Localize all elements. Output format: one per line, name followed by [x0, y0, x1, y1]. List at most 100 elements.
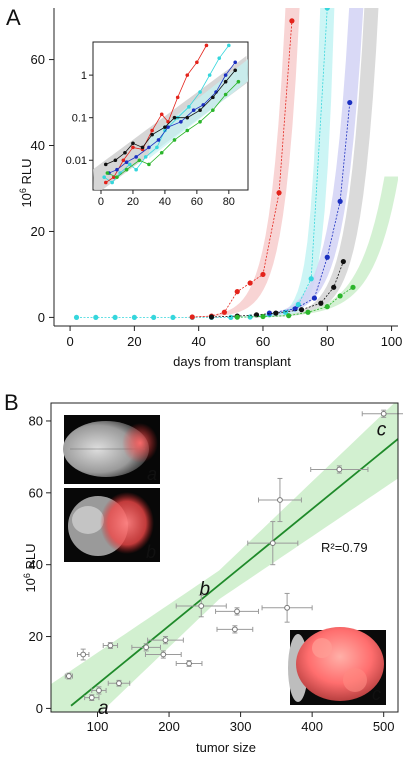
inset-point-1 [110, 180, 114, 185]
b-r2-label: R²=0.79 [321, 540, 368, 555]
panel-a: A 0 20 40 60 80 100 0 20 40 60 days from transpla… [6, 5, 402, 369]
inset-point-5 [223, 92, 228, 97]
inset-point-1 [207, 73, 212, 77]
inset-point-5 [137, 158, 142, 163]
inset-line-2 [105, 45, 207, 183]
a-x-tick-label: 0 [66, 334, 73, 349]
a-confidence-bands [175, 8, 398, 318]
line-series-4 [211, 261, 344, 318]
a-series-lines [73, 8, 356, 321]
point-series-2 [221, 309, 227, 315]
inset-point-1 [143, 155, 148, 159]
inset-plot-area [93, 43, 248, 190]
inset-point-2 [150, 128, 154, 133]
point-series-5 [286, 313, 292, 319]
point-series-1 [112, 314, 118, 321]
fit-confidence-band [51, 403, 398, 712]
inset-point-3 [166, 125, 170, 129]
inset-point-4 [123, 150, 127, 155]
inset-line-5 [107, 81, 239, 178]
b-x-tick-label: 300 [230, 719, 252, 734]
inset-point-2 [204, 43, 209, 48]
band-series-1 [210, 8, 335, 318]
inset-point-5 [115, 175, 119, 179]
inset-point-5 [124, 167, 129, 172]
data-point [80, 651, 87, 658]
inset-point-3 [191, 108, 196, 112]
inset-point-5 [105, 171, 110, 175]
inset-point-4 [233, 68, 238, 73]
annotation-b: b [200, 579, 211, 600]
image-c-label: c [372, 684, 381, 704]
point-series-3 [337, 198, 343, 204]
data-point [284, 604, 291, 611]
fit-line [70, 438, 398, 707]
point-series-5 [324, 304, 330, 310]
data-point [88, 694, 95, 701]
data-point [380, 410, 387, 417]
data-point [96, 687, 102, 694]
point-series-5 [350, 284, 356, 290]
inset-point-5 [211, 108, 215, 112]
point-series-3 [324, 254, 330, 260]
inset-point-4 [185, 115, 190, 120]
point-series-4 [318, 300, 324, 306]
b-x-tick-label: 200 [158, 719, 180, 734]
band-series-3 [239, 8, 364, 317]
b-xlabel: tumor size [196, 740, 256, 755]
inset-point-4 [140, 145, 145, 150]
b-annotations: a b c [98, 419, 387, 718]
point-series-1 [73, 314, 80, 321]
inset-point-3 [134, 155, 138, 159]
point-series-1 [170, 314, 176, 321]
inset-point-1 [227, 43, 231, 48]
data-point [269, 540, 276, 547]
inset-point-4 [172, 115, 177, 120]
a-y-tick-label: 60 [31, 52, 45, 67]
inset-point-3 [147, 145, 151, 150]
b-y-tick-label: 0 [36, 701, 43, 716]
inset-point-5 [185, 128, 190, 133]
inset-point-1 [217, 56, 222, 60]
image-a-label: a [147, 464, 157, 484]
inset-point-4 [163, 125, 167, 129]
point-series-1 [151, 314, 157, 321]
b-y-tick-label: 80 [29, 413, 43, 428]
image-b-label: b [146, 542, 156, 562]
inset-point-3 [233, 60, 238, 65]
b-y-tick-label: 20 [29, 629, 43, 644]
point-series-2 [189, 314, 195, 320]
a-y-tick-label: 0 [38, 310, 45, 325]
b-x-tick-label: 500 [373, 719, 395, 734]
inset-point-3 [156, 138, 161, 142]
inset-point-3 [179, 120, 183, 124]
inset-line-1 [103, 45, 230, 184]
data-point [160, 651, 167, 658]
point-series-2 [247, 280, 253, 286]
inset-point-3 [124, 160, 129, 164]
a-x-tick-label: 80 [320, 334, 334, 349]
inset-point-2 [195, 60, 199, 65]
inset-point-1 [127, 162, 132, 167]
inset-point-2 [131, 145, 135, 150]
point-series-1 [247, 314, 253, 320]
data-point [277, 497, 283, 503]
point-series-4 [298, 307, 305, 313]
point-series-3 [347, 99, 353, 106]
b-frame [50, 402, 399, 713]
data-point [143, 644, 150, 651]
inset-point-4 [150, 132, 154, 137]
point-series-1 [308, 276, 314, 282]
inset-point-4 [103, 162, 108, 167]
inset-point-2 [159, 112, 164, 117]
point-series-2 [260, 271, 266, 278]
inset-point-3 [223, 73, 228, 77]
data-point [107, 642, 114, 649]
point-series-1 [131, 314, 137, 321]
inset-x-tick-label: 60 [191, 196, 203, 208]
annotation-c: c [377, 419, 387, 440]
inset-point-5 [236, 79, 241, 84]
inset-point-1 [198, 90, 202, 94]
line-series-3 [269, 102, 351, 314]
